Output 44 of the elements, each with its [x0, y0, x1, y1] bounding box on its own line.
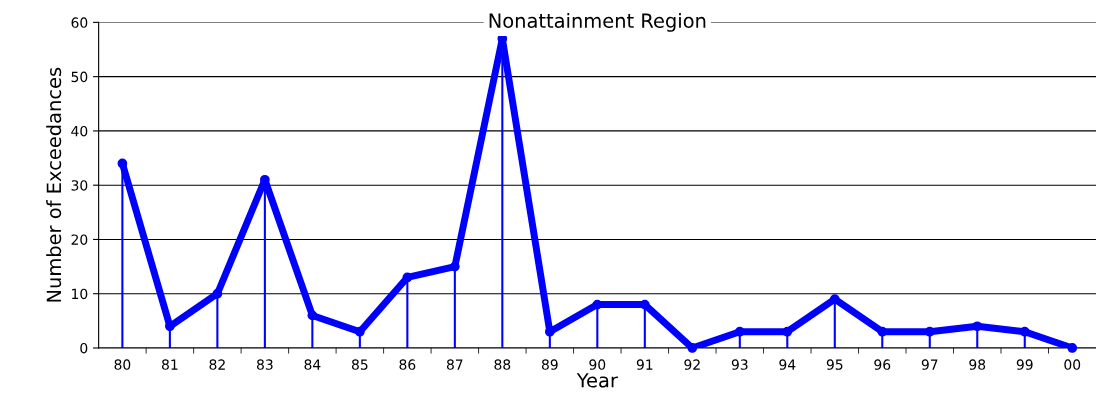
point [734, 326, 745, 337]
x-tick-label: 95 [826, 359, 843, 370]
point [972, 321, 983, 332]
x-tick-label: 99 [1016, 359, 1033, 370]
x-tick-label: 86 [399, 359, 416, 370]
point [117, 158, 128, 169]
x-tick-label: 94 [779, 359, 796, 370]
point [354, 326, 365, 337]
point [1019, 326, 1030, 337]
x-tick-label: 92 [684, 359, 700, 370]
point [449, 261, 460, 272]
x-tick-label: 84 [304, 359, 321, 370]
point [212, 288, 223, 299]
x-tick-label: 81 [161, 359, 178, 370]
point [1067, 343, 1078, 353]
x-tick-label: 98 [969, 359, 986, 370]
x-tick-label: 85 [351, 359, 368, 370]
x-tick-label: 80 [114, 359, 131, 370]
y-tick-label: 0 [80, 342, 88, 354]
y-tick-label: 30 [71, 180, 88, 191]
x-tick-label: 93 [731, 359, 748, 370]
y-tick-label: 40 [71, 125, 88, 137]
y-axis-title: Number of Exceedances [46, 67, 62, 302]
point [402, 272, 413, 283]
point [829, 294, 840, 305]
x-tick-label: 82 [209, 359, 225, 370]
point [307, 310, 318, 321]
x-tick-label: 88 [494, 359, 511, 370]
point [687, 343, 698, 353]
x-tick-label: 90 [589, 359, 606, 370]
y-tick-label: 20 [71, 234, 88, 245]
x-axis-title: Year [576, 373, 618, 388]
x-tick-label: 97 [921, 359, 938, 370]
chart-title: Nonattainment Region [489, 12, 706, 32]
y-tick-label: 10 [72, 288, 88, 300]
x-tick-label: 83 [256, 359, 273, 370]
point [782, 326, 793, 337]
y-tick-label: 60 [71, 17, 88, 28]
x-tick-label: 89 [541, 359, 558, 370]
x-tick-label: 91 [636, 359, 653, 370]
y-tick-label: 50 [71, 71, 88, 83]
x-tick-label: 96 [874, 359, 891, 370]
x-tick-label: 87 [446, 359, 463, 370]
x-tick-label: 00 [1064, 359, 1081, 370]
